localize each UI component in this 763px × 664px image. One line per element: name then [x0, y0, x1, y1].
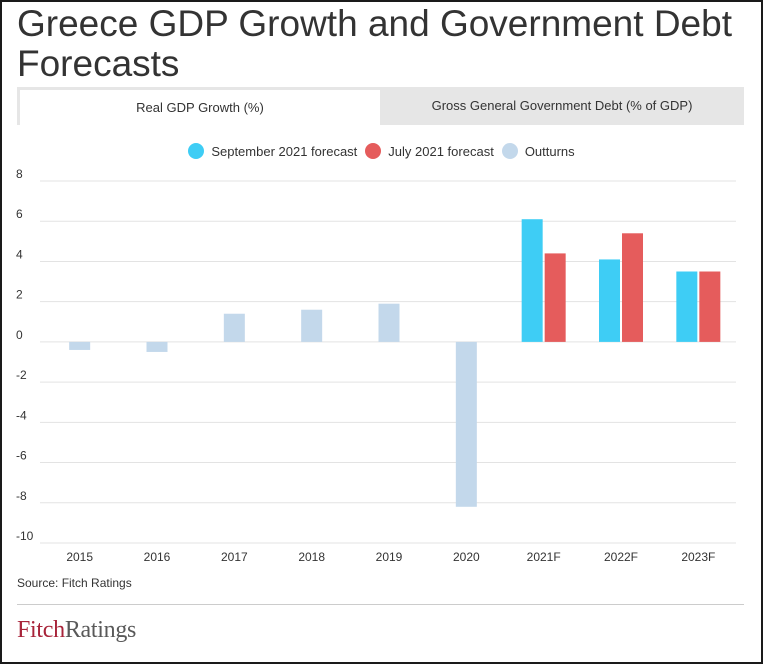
- tab-bar: Real GDP Growth (%) Gross General Govern…: [17, 87, 744, 125]
- bar: [301, 309, 323, 342]
- bar: [69, 341, 91, 350]
- x-tick-label: 2022F: [604, 550, 638, 564]
- x-tick-label: 2023F: [681, 550, 715, 564]
- legend-item-september-forecast[interactable]: September 2021 forecast: [188, 143, 357, 159]
- bar: [378, 303, 400, 342]
- y-tick-label: -8: [16, 489, 27, 503]
- x-tick-label: 2015: [66, 550, 93, 564]
- x-tick-label: 2016: [144, 550, 171, 564]
- y-tick-label: -2: [16, 368, 27, 382]
- x-tick-label: 2021F: [527, 550, 561, 564]
- bar: [223, 313, 245, 342]
- page-title: Greece GDP Growth and Government Debt Fo…: [17, 3, 732, 84]
- y-tick-label: 0: [16, 328, 23, 342]
- y-tick-label: -6: [16, 449, 27, 463]
- bar: [521, 219, 543, 342]
- legend-swatch-july: [365, 143, 382, 159]
- x-tick-label: 2018: [298, 550, 325, 564]
- tab-government-debt[interactable]: Gross General Government Debt (% of GDP): [431, 98, 693, 113]
- y-tick-label: -4: [16, 408, 27, 422]
- bar: [676, 271, 698, 342]
- source-note: Source: Fitch Ratings: [17, 576, 132, 590]
- y-tick-label: 2: [16, 288, 23, 302]
- fitch-ratings-logo: FitchRatings: [17, 617, 137, 643]
- footer-divider: [17, 604, 744, 605]
- tab-real-gdp-growth[interactable]: Real GDP Growth (%): [20, 90, 380, 125]
- legend-item-outturns[interactable]: Outturns: [501, 143, 575, 159]
- y-tick-label: 6: [16, 207, 23, 221]
- bar: [146, 341, 168, 352]
- bar: [455, 341, 477, 507]
- y-tick-label: -10: [16, 529, 34, 543]
- bar: [544, 253, 566, 342]
- legend-item-july-forecast[interactable]: July 2021 forecast: [365, 143, 494, 159]
- legend-swatch-september: [188, 143, 205, 159]
- x-tick-label: 2017: [221, 550, 248, 564]
- bar: [599, 259, 620, 342]
- bar: [699, 271, 721, 342]
- x-tick-label: 2020: [453, 550, 480, 564]
- y-tick-label: 8: [16, 167, 23, 181]
- legend-label-september: September 2021 forecast: [211, 143, 358, 159]
- legend-label-july: July 2021 forecast: [388, 143, 494, 159]
- chart-legend: September 2021 forecast July 2021 foreca…: [0, 143, 763, 159]
- bar: [622, 233, 643, 342]
- legend-swatch-outturns: [501, 143, 518, 159]
- legend-label-outturns: Outturns: [524, 143, 575, 159]
- x-tick-label: 2019: [376, 550, 403, 564]
- y-tick-label: 4: [16, 247, 23, 261]
